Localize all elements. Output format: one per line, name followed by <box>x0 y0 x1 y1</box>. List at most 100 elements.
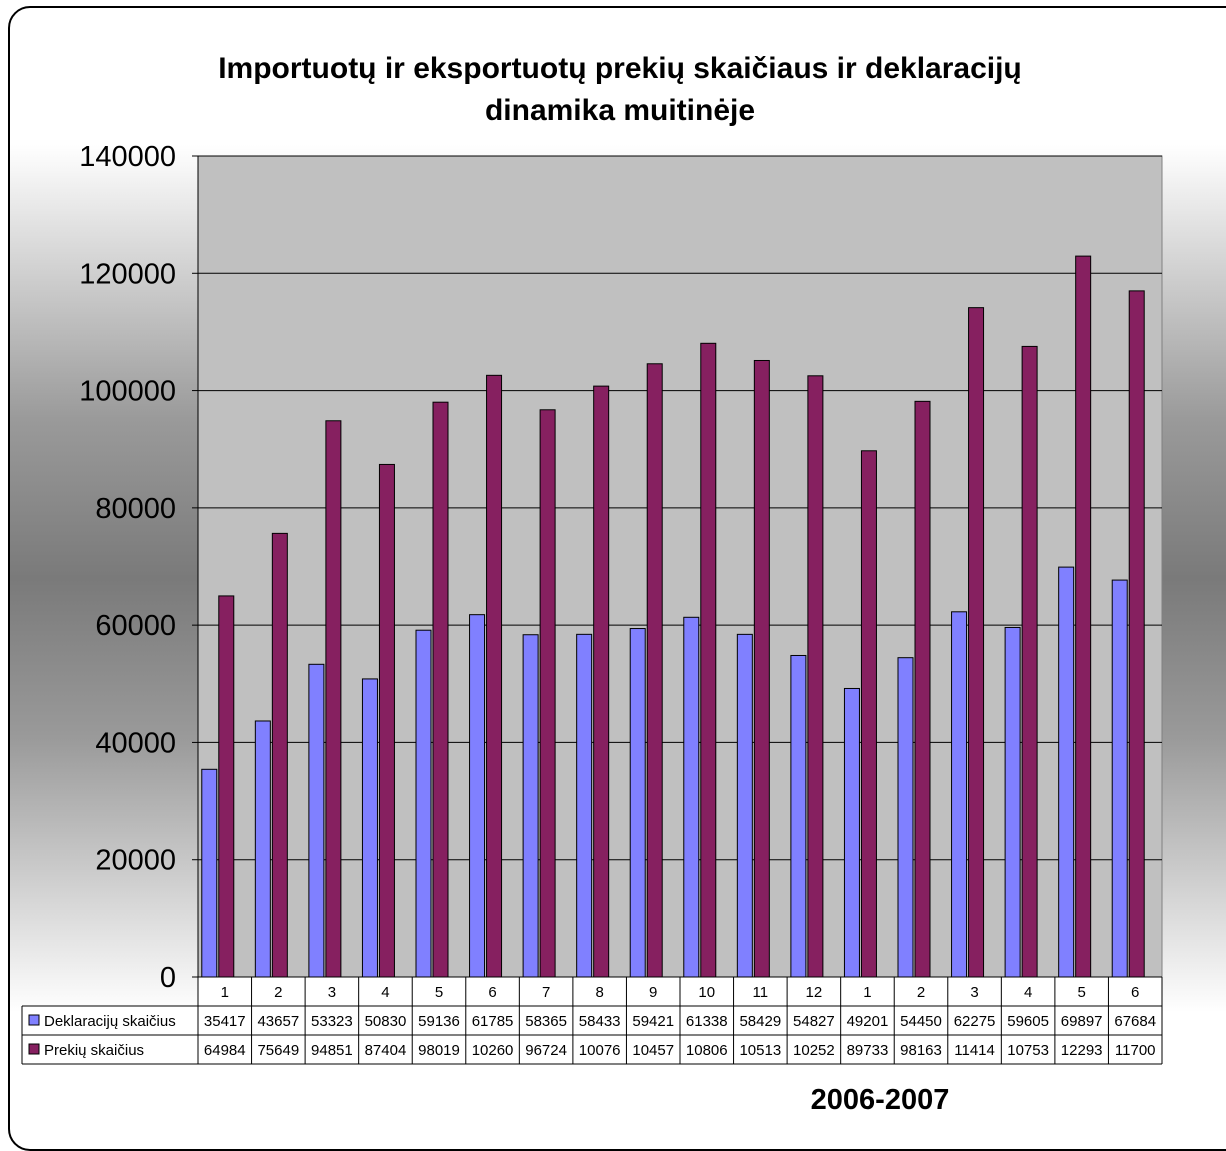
x-category-label: 4 <box>381 984 389 1001</box>
table-cell: 10076 <box>579 1042 621 1059</box>
x-category-label: 9 <box>649 984 657 1001</box>
table-cell: 61338 <box>686 1013 728 1030</box>
x-category-label: 5 <box>1077 984 1085 1001</box>
bar-deklaraciju <box>308 663 325 978</box>
x-category-label: 11 <box>753 984 769 1001</box>
table-cell: 10513 <box>739 1042 781 1059</box>
y-tick-label: 120000 <box>79 258 176 290</box>
bar-deklaraciju <box>254 720 271 978</box>
legend-label: Deklaracijų skaičius <box>44 1013 176 1030</box>
bar-deklaraciju <box>522 634 539 978</box>
bar-prekiu <box>486 374 503 978</box>
y-tick-label: 0 <box>160 962 176 994</box>
table-cell: 11414 <box>954 1042 995 1059</box>
bar-prekiu <box>1128 290 1145 978</box>
x-category-label: 5 <box>435 984 443 1001</box>
table-cell: 10252 <box>793 1042 835 1059</box>
x-category-label: 8 <box>595 984 603 1001</box>
x-category-label: 3 <box>328 984 336 1001</box>
table-cell: 61785 <box>472 1013 514 1030</box>
bar-deklaraciju <box>683 616 700 978</box>
x-category-label: 3 <box>970 984 978 1001</box>
table-cell: 54827 <box>793 1013 835 1030</box>
table-cell: 64984 <box>204 1042 246 1059</box>
table-cell: 58429 <box>739 1013 781 1030</box>
table-cell: 96724 <box>525 1042 567 1059</box>
bar-prekiu <box>378 463 395 978</box>
bar-deklaraciju <box>201 768 218 978</box>
bar-deklaraciju <box>951 611 968 978</box>
x-category-label: 1 <box>221 984 229 1001</box>
bar-deklaraciju <box>736 633 753 978</box>
bar-deklaraciju <box>469 614 486 978</box>
y-tick-label: 100000 <box>79 376 176 408</box>
legend-key <box>28 1014 40 1026</box>
table-cell: 10753 <box>1007 1042 1049 1059</box>
legend-label: Prekių skaičius <box>44 1042 144 1059</box>
x-category-label: 7 <box>542 984 550 1001</box>
table-cell: 98163 <box>900 1042 942 1059</box>
table-cell: 69897 <box>1061 1013 1103 1030</box>
bar-prekiu <box>807 375 824 978</box>
bar-prekiu <box>432 401 449 978</box>
table-cell: 10806 <box>686 1042 728 1059</box>
table-cell: 10260 <box>472 1042 514 1059</box>
table-cell: 87404 <box>365 1042 407 1059</box>
table-cell: 89733 <box>847 1042 889 1059</box>
table-cell: 54450 <box>900 1013 942 1030</box>
bar-deklaraciju <box>897 657 914 978</box>
table-cell: 75649 <box>257 1042 299 1059</box>
y-tick-label: 40000 <box>95 727 176 759</box>
bar-deklaraciju <box>843 687 860 978</box>
bar-prekiu <box>753 359 770 978</box>
table-cell: 98019 <box>418 1042 460 1059</box>
bar-deklaraciju <box>415 629 432 978</box>
table-cell: 59605 <box>1007 1013 1049 1030</box>
x-category-label: 12 <box>806 984 823 1001</box>
table-cell: 58433 <box>579 1013 621 1030</box>
chart-title: Importuotų ir eksportuotų prekių skaičia… <box>218 52 1022 127</box>
bar-prekiu <box>325 420 342 978</box>
table-cell: 94851 <box>311 1042 353 1059</box>
table-cell: 11700 <box>1115 1042 1156 1059</box>
plot-area <box>197 155 1163 978</box>
x-axis-title: 2006-2007 <box>810 1084 950 1116</box>
bar-prekiu <box>271 532 288 978</box>
x-category-label: 6 <box>1131 984 1139 1001</box>
bar-deklaraciju <box>629 628 646 978</box>
y-tick-label: 60000 <box>95 610 176 642</box>
bar-prekiu <box>218 595 235 978</box>
table-cell: 49201 <box>847 1013 889 1030</box>
bar-prekiu <box>700 342 717 978</box>
legend-key <box>28 1043 40 1055</box>
bar-deklaraciju <box>1058 566 1075 978</box>
bar-prekiu <box>860 450 877 978</box>
table-cell: 67684 <box>1114 1013 1156 1030</box>
bar-prekiu <box>1075 255 1092 978</box>
bar-deklaraciju <box>576 633 593 978</box>
table-cell: 53323 <box>311 1013 353 1030</box>
y-tick-label: 20000 <box>95 845 176 877</box>
table-cell: 10457 <box>632 1042 674 1059</box>
y-tick-label: 80000 <box>95 493 176 525</box>
x-category-label: 1 <box>863 984 871 1001</box>
table-cell: 59136 <box>418 1013 460 1030</box>
x-category-label: 10 <box>698 984 715 1001</box>
bar-prekiu <box>539 409 556 978</box>
bar-prekiu <box>968 307 985 978</box>
y-tick-label: 140000 <box>79 141 176 173</box>
x-category-label: 2 <box>274 984 282 1001</box>
bar-prekiu <box>593 385 610 978</box>
x-category-label: 4 <box>1024 984 1032 1001</box>
bar-deklaraciju <box>361 678 378 978</box>
bar-prekiu <box>1021 345 1038 978</box>
bar-deklaraciju <box>790 654 807 978</box>
bar-prekiu <box>914 400 931 978</box>
table-cell: 12293 <box>1061 1042 1103 1059</box>
table-cell: 58365 <box>525 1013 567 1030</box>
bar-prekiu <box>646 363 663 978</box>
bar-deklaraciju <box>1111 579 1128 978</box>
table-cell: 59421 <box>632 1013 674 1030</box>
table-cell: 62275 <box>954 1013 996 1030</box>
